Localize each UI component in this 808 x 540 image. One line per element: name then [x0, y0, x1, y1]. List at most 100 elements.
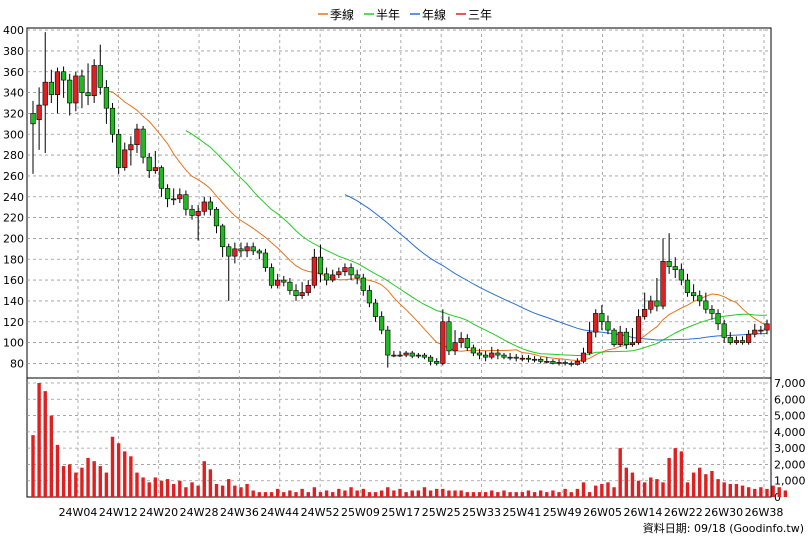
- volume-bar: [80, 467, 84, 497]
- volume-bar: [171, 483, 176, 497]
- chart-frames: [26, 27, 772, 498]
- candle-body: [79, 75, 85, 93]
- volume-bar: [361, 488, 365, 497]
- chart-grid: [27, 28, 771, 497]
- candlestick: [593, 309, 599, 338]
- volume-tick-label: 4,000: [774, 426, 806, 439]
- price-tick-label: 360: [3, 66, 24, 79]
- candlestick: [189, 205, 195, 220]
- candle-body: [103, 87, 109, 109]
- candlestick: [391, 350, 397, 358]
- candle-body: [672, 266, 678, 270]
- candle-body: [385, 329, 391, 356]
- candlestick: [336, 267, 342, 278]
- candle-body: [501, 354, 507, 358]
- candle-body: [391, 354, 397, 357]
- price-tick-label: 80: [10, 357, 24, 370]
- candlestick: [666, 233, 672, 274]
- volume-tick-label: 2,000: [774, 458, 806, 471]
- candle-body: [550, 361, 556, 364]
- candlestick: [623, 328, 629, 349]
- price-tick-label: 200: [3, 232, 24, 245]
- candlestick: [513, 354, 519, 362]
- volume-bar: [74, 472, 78, 497]
- volume-bar: [373, 492, 378, 497]
- candle-body: [54, 71, 61, 95]
- candlestick: [556, 359, 562, 366]
- volume-bar: [275, 488, 280, 497]
- candlestick: [128, 136, 134, 166]
- candlestick: [476, 348, 483, 360]
- candle-body: [372, 302, 379, 317]
- candle-body: [519, 357, 525, 360]
- x-tick-label: 24W36: [220, 506, 259, 519]
- candlestick: [140, 125, 146, 164]
- volume-bar: [612, 487, 616, 497]
- volume-bar: [141, 477, 145, 497]
- candlestick: [360, 273, 366, 296]
- candlestick: [611, 328, 617, 347]
- volume-bar: [710, 470, 714, 497]
- volume-bar: [386, 487, 390, 497]
- volume-bar: [86, 457, 90, 497]
- candlestick: [317, 244, 324, 283]
- candlestick: [30, 100, 36, 174]
- candle-body: [213, 208, 220, 227]
- candlestick: [440, 309, 446, 366]
- volume-bar: [771, 485, 775, 497]
- candle-body: [525, 357, 532, 360]
- chart-legend: 季線 半年 年線 三年: [318, 7, 492, 22]
- candle-body: [452, 342, 458, 352]
- candle-body: [299, 292, 305, 297]
- volume-bar: [55, 444, 60, 497]
- volume-bar: [636, 480, 641, 497]
- x-tick-label: 25W33: [462, 506, 501, 519]
- volume-bar: [379, 490, 384, 497]
- candlestick: [415, 353, 421, 359]
- candlestick: [97, 44, 103, 95]
- legend-label: 季線: [330, 7, 354, 22]
- volume-tick-label: 3,000: [774, 442, 806, 455]
- candlesticks: [30, 32, 770, 368]
- candlestick: [635, 309, 642, 345]
- candlestick: [605, 315, 611, 335]
- candlestick: [103, 80, 109, 124]
- candlestick: [152, 150, 158, 174]
- candlestick: [538, 357, 544, 364]
- volume-bar: [624, 467, 629, 497]
- candle-body: [642, 308, 648, 317]
- volume-tick-label: 7,000: [774, 377, 806, 390]
- candle-body: [189, 208, 195, 216]
- price-tick-label: 340: [3, 87, 24, 100]
- candle-body: [470, 347, 477, 354]
- volume-bar: [746, 487, 751, 497]
- volume-bar: [196, 485, 200, 497]
- volume-bar: [526, 490, 531, 497]
- price-tick-label: 280: [3, 149, 24, 162]
- x-tick-label: 24W12: [99, 506, 138, 519]
- candle-body: [574, 361, 580, 365]
- volume-bar: [490, 490, 494, 497]
- volume-bar: [331, 492, 335, 497]
- x-tick-label: 26W30: [704, 506, 743, 519]
- candle-body: [336, 271, 342, 276]
- candle-body: [146, 156, 152, 172]
- volume-bar: [545, 492, 549, 497]
- x-tick-label: 26W05: [583, 506, 622, 519]
- candle-body: [415, 354, 421, 357]
- candle-body: [409, 352, 415, 357]
- volume-bar: [722, 482, 726, 497]
- candlestick: [599, 305, 605, 331]
- candlestick: [158, 165, 165, 197]
- volume-bar: [233, 485, 237, 497]
- volume-bar: [734, 483, 739, 497]
- x-tick-label: 24W20: [139, 506, 178, 519]
- volume-bar: [49, 415, 54, 497]
- candlestick: [207, 196, 213, 216]
- volume-bar: [483, 492, 488, 497]
- candle-body: [281, 279, 287, 283]
- volume-bar: [214, 483, 219, 497]
- candlestick: [323, 267, 330, 286]
- candle-body: [305, 284, 311, 293]
